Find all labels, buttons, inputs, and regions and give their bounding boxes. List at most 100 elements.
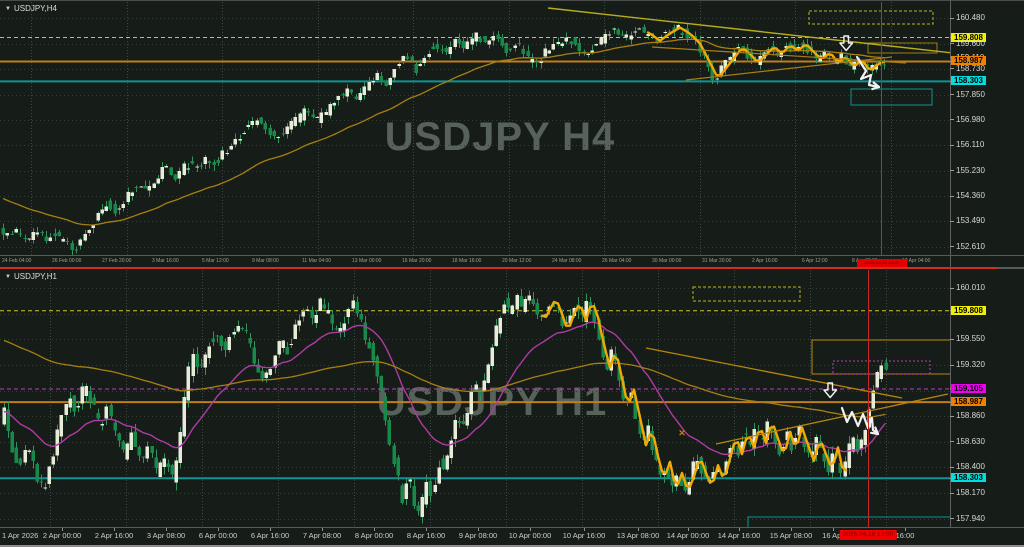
annotation-rect[interactable] xyxy=(850,88,933,106)
h4-time-label: 18 Mar 16:00 xyxy=(452,258,482,264)
h4-time-label: 13 Mar 00:00 xyxy=(352,258,382,264)
price-tick xyxy=(950,220,954,222)
price-label-highlight: 159.105 xyxy=(951,383,986,393)
price-label: 158.170 xyxy=(956,488,985,498)
trendline[interactable] xyxy=(715,393,949,445)
h1-time-label: 14 Apr 00:00 xyxy=(666,531,710,540)
time-tick xyxy=(166,528,167,531)
price-tick xyxy=(950,246,954,248)
h1-time-label: 10 Apr 00:00 xyxy=(508,531,552,540)
chart-watermark: USDJPY H4 xyxy=(385,115,616,159)
price-tick xyxy=(950,287,954,289)
hand-drawn-arrow[interactable] xyxy=(840,406,880,436)
time-tick xyxy=(426,528,427,531)
h1-time-axis[interactable] xyxy=(0,527,1024,546)
trendline[interactable] xyxy=(685,56,893,81)
h1-time-label: 8 Apr 00:00 xyxy=(354,531,394,540)
h4-time-label: 24 Mar 08:00 xyxy=(552,258,582,264)
down-arrow-annotation[interactable] xyxy=(823,382,838,399)
h1-time-label: 8 Apr 16:00 xyxy=(406,531,446,540)
price-tick xyxy=(950,466,954,468)
h4-time-label: 6 Apr 12:00 xyxy=(802,258,828,264)
h1-time-label: 15 Apr 08:00 xyxy=(769,531,813,540)
price-label: 157.850 xyxy=(956,89,985,99)
time-tick xyxy=(739,528,740,531)
price-label: 160.480 xyxy=(956,13,985,22)
price-label: 153.490 xyxy=(956,216,985,226)
price-tick xyxy=(950,144,954,146)
time-tick xyxy=(530,528,531,531)
trendline[interactable] xyxy=(645,347,903,399)
annotation-rect[interactable] xyxy=(867,42,938,54)
h1-time-label: 14 Apr 16:00 xyxy=(717,531,761,540)
collapse-triangle-icon[interactable]: ▼ xyxy=(5,5,11,12)
time-tick xyxy=(905,528,906,531)
h1-time-label: 2 Apr 16:00 xyxy=(94,531,134,540)
h1-time-label: 2 Apr 00:00 xyxy=(42,531,82,540)
collapse-triangle-icon[interactable]: ▼ xyxy=(5,273,11,280)
h4-chart-title: ▼ USDJPY,H4 xyxy=(5,4,57,13)
price-label: 155.230 xyxy=(956,165,985,175)
h1-time-label: 3 Apr 08:00 xyxy=(146,531,186,540)
h1-time-label: 7 Apr 08:00 xyxy=(302,531,342,540)
price-tick xyxy=(950,170,954,172)
time-tick xyxy=(791,528,792,531)
annotation-rect[interactable] xyxy=(692,286,801,302)
sell-marker[interactable]: ✕ xyxy=(678,428,686,438)
price-tick xyxy=(950,518,954,520)
h4-symbol-period-label: USDJPY,H4 xyxy=(13,4,57,13)
annotation-rect[interactable] xyxy=(747,516,950,527)
h1-symbol-period-label: USDJPY,H1 xyxy=(13,272,57,281)
price-label-highlight: 158.987 xyxy=(951,397,986,407)
grid-layer xyxy=(0,2,950,256)
price-tick xyxy=(950,415,954,417)
price-label-highlight: 158.303 xyxy=(951,76,986,86)
price-label-highlight: 159.808 xyxy=(951,32,986,42)
highlight-zigzag-line[interactable] xyxy=(540,300,848,488)
h4-time-label: 16 Mar 20:00 xyxy=(402,258,432,264)
h4-time-label: 20 Mar 12:00 xyxy=(502,258,532,264)
price-label: 158.630 xyxy=(956,436,985,446)
hand-drawn-arrow[interactable] xyxy=(855,55,881,91)
h4-time-label: 26 Feb 00:00 xyxy=(52,258,82,264)
h4-time-label: 31 Mar 20:00 xyxy=(702,258,732,264)
crosshair-time-label: 2026.04.16 13:00 xyxy=(839,530,897,540)
window-bottom-border xyxy=(0,545,1024,547)
h1-time-label: 10 Apr 16:00 xyxy=(562,531,606,540)
price-label-highlight: 159.808 xyxy=(951,305,986,315)
time-tick xyxy=(62,528,63,531)
price-tick xyxy=(950,492,954,494)
h1-time-label: 9 Apr 08:00 xyxy=(458,531,498,540)
annotation-rect[interactable] xyxy=(808,10,934,25)
annotation-rect[interactable] xyxy=(832,360,931,375)
price-label: 159.600 xyxy=(956,38,985,48)
h1-chart-title: ▼ USDJPY,H1 xyxy=(5,272,57,281)
price-label: 158.860 xyxy=(956,411,985,421)
price-label: 152.610 xyxy=(956,241,985,251)
h4-time-label: 3 Mar 16:00 xyxy=(152,258,179,264)
divider-end xyxy=(997,267,1024,269)
h1-time-label: 6 Apr 00:00 xyxy=(198,531,238,540)
moving-average-line xyxy=(3,321,887,456)
h4-chart-canvas[interactable]: USDJPY H4 xyxy=(0,2,950,256)
time-tick xyxy=(638,528,639,531)
time-tick xyxy=(833,528,834,531)
highlight-zigzag-line[interactable] xyxy=(646,26,886,78)
h1-time-label: 13 Apr 08:00 xyxy=(616,531,660,540)
price-tick xyxy=(950,68,954,70)
price-label: 154.360 xyxy=(956,191,985,201)
price-label-highlight: 158.303 xyxy=(951,473,986,483)
h4-time-label: 26 Mar 04:00 xyxy=(602,258,632,264)
h4-time-label: 30 Mar 00:00 xyxy=(652,258,682,264)
time-tick xyxy=(218,528,219,531)
h1-chart-canvas[interactable]: USDJPY H1✕ xyxy=(0,270,950,527)
price-tick xyxy=(950,119,954,121)
price-tick xyxy=(950,364,954,366)
active-window-border[interactable] xyxy=(0,267,997,269)
h4-time-label: 24 Feb 04:00 xyxy=(2,258,32,264)
trendline[interactable] xyxy=(547,7,950,54)
window-top-border xyxy=(0,0,1024,1)
price-scale-column[interactable] xyxy=(950,0,1024,545)
down-arrow-annotation[interactable] xyxy=(839,35,854,52)
